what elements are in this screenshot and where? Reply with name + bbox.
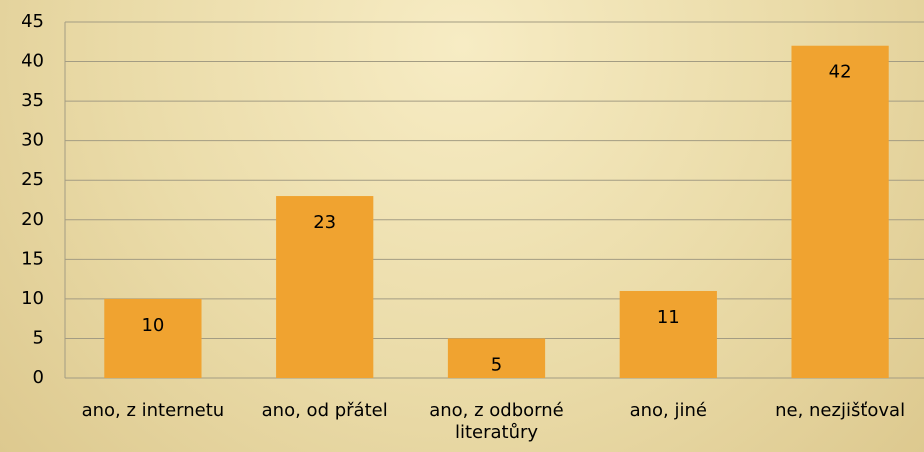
data-label: 10 [141, 315, 164, 336]
data-label: 5 [491, 354, 502, 375]
x-tick-label: ano, jiné [629, 400, 707, 421]
x-tick-label: ne, nezjišťoval [775, 400, 906, 421]
bar [104, 298, 202, 378]
y-tick-label: 45 [21, 11, 44, 32]
bar [791, 45, 889, 378]
data-label: 11 [657, 307, 680, 328]
data-label: 23 [313, 212, 336, 233]
bar [276, 196, 374, 378]
y-tick-label: 20 [21, 209, 44, 230]
x-tick-label: ano, z internetu [81, 400, 225, 421]
y-tick-label: 30 [21, 130, 44, 151]
bar [619, 290, 717, 378]
data-label: 42 [829, 62, 852, 83]
y-tick-label: 15 [21, 248, 44, 269]
y-tick-label: 0 [33, 367, 44, 388]
y-tick-label: 5 [33, 327, 44, 348]
bar [447, 338, 546, 378]
x-tick-label: ano, z odborné literatůry [429, 400, 564, 443]
y-tick-label: 35 [21, 90, 44, 111]
x-tick-label: ano, od přátel [261, 400, 388, 421]
y-tick-label: 10 [21, 288, 44, 309]
y-tick-label: 40 [21, 51, 44, 72]
y-tick-label: 25 [21, 169, 44, 190]
